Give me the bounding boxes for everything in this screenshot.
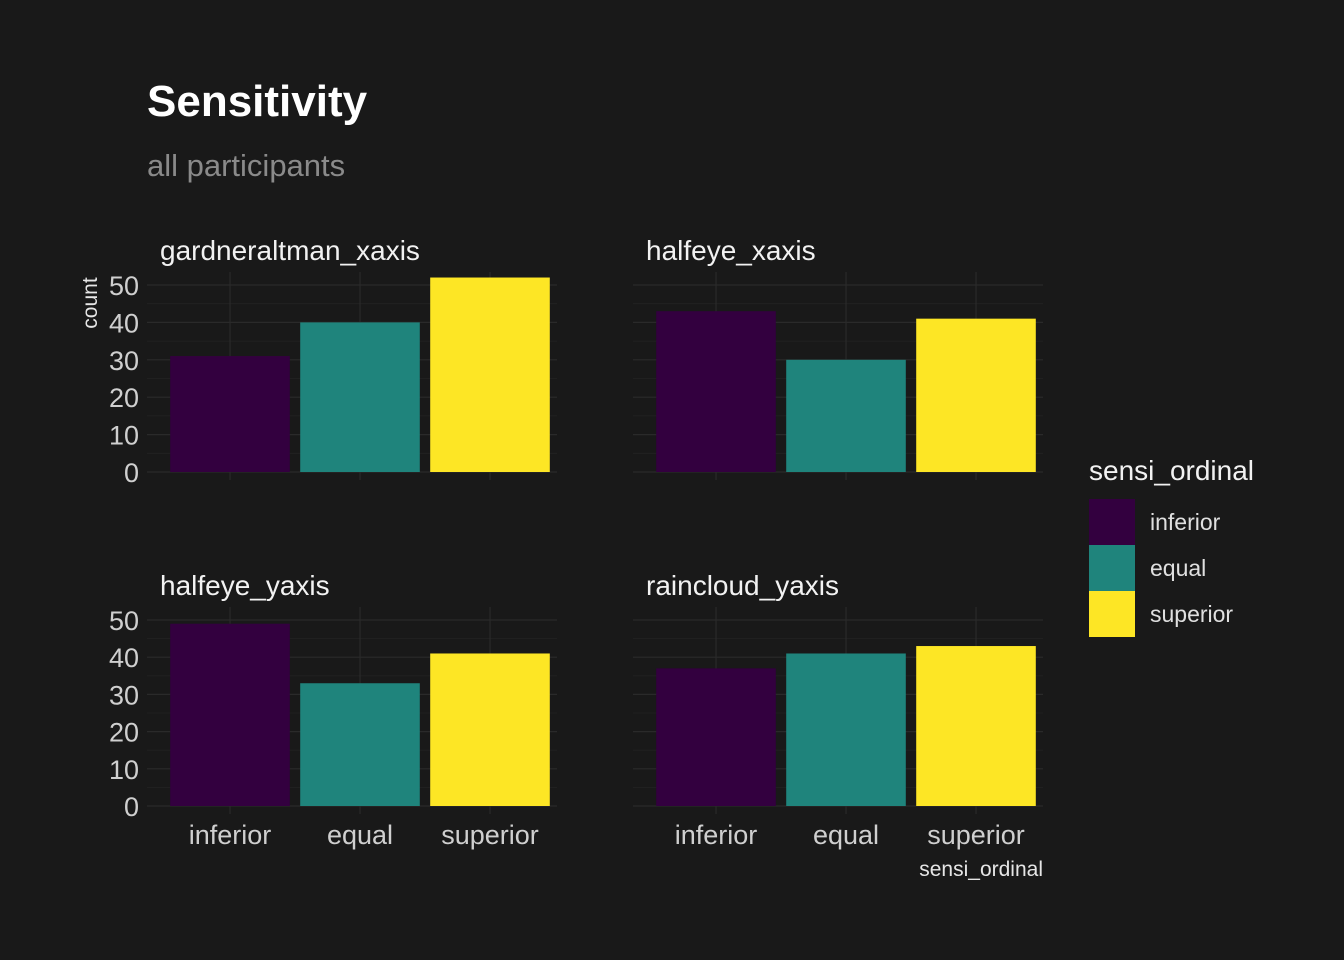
y-tick-label: 50 bbox=[109, 606, 139, 636]
x-tick-label: equal bbox=[327, 820, 393, 850]
legend-label: inferior bbox=[1150, 509, 1221, 535]
x-axis-title: sensi_ordinal bbox=[919, 858, 1043, 881]
bar-superior bbox=[430, 653, 550, 806]
y-tick-label: 30 bbox=[109, 346, 139, 376]
y-tick-label: 0 bbox=[124, 792, 139, 822]
bar-equal bbox=[786, 653, 906, 806]
bar-equal bbox=[300, 683, 420, 806]
legend-title: sensi_ordinal bbox=[1089, 455, 1254, 486]
facet-panel: halfeye_xaxis bbox=[633, 235, 1043, 480]
y-tick-label: 50 bbox=[109, 271, 139, 301]
bar-inferior bbox=[170, 623, 290, 806]
y-tick-label: 0 bbox=[124, 458, 139, 488]
x-tick-label: superior bbox=[441, 820, 539, 850]
facet-title: raincloud_yaxis bbox=[646, 570, 839, 601]
facet-panels: gardneraltman_xaxis 0 10 20 30 40 50 halfeye_xa… bbox=[109, 235, 1043, 850]
facet-title: halfeye_yaxis bbox=[160, 570, 330, 601]
facet-title: halfeye_xaxis bbox=[646, 235, 816, 266]
bar-superior bbox=[916, 646, 1036, 806]
facet-panel: gardneraltman_xaxis 0 10 20 30 40 50 bbox=[109, 235, 557, 488]
x-tick-label: inferior bbox=[675, 820, 758, 850]
bar-inferior bbox=[656, 311, 776, 472]
legend-key-inferior bbox=[1089, 499, 1135, 545]
y-axis-title: count bbox=[79, 277, 102, 329]
chart-subtitle: all participants bbox=[147, 148, 345, 183]
legend-key-equal bbox=[1089, 545, 1135, 591]
legend-label: equal bbox=[1150, 555, 1206, 581]
facet-panel: raincloud_yaxis inferior equal superior bbox=[633, 570, 1043, 850]
y-tick-label: 10 bbox=[109, 755, 139, 785]
bar-superior bbox=[916, 318, 1036, 472]
chart-title: Sensitivity bbox=[147, 77, 368, 126]
bar-inferior bbox=[170, 356, 290, 472]
bar-superior bbox=[430, 277, 550, 472]
y-tick-label: 20 bbox=[109, 718, 139, 748]
x-tick-label: equal bbox=[813, 820, 879, 850]
y-tick-label: 40 bbox=[109, 643, 139, 673]
facet-title: gardneraltman_xaxis bbox=[160, 235, 420, 266]
y-tick-label: 40 bbox=[109, 308, 139, 338]
y-tick-label: 30 bbox=[109, 680, 139, 710]
bar-equal bbox=[300, 322, 420, 472]
facet-panel: halfeye_yaxis 0 10 20 30 40 50 inferior equal sup… bbox=[109, 570, 557, 850]
y-tick-label: 20 bbox=[109, 383, 139, 413]
y-tick-label: 10 bbox=[109, 421, 139, 451]
legend-label: superior bbox=[1150, 601, 1233, 627]
x-tick-label: inferior bbox=[189, 820, 272, 850]
bar-inferior bbox=[656, 668, 776, 806]
x-tick-label: superior bbox=[927, 820, 1025, 850]
legend-key-superior bbox=[1089, 591, 1135, 637]
legend: sensi_ordinal inferior equal superior bbox=[1089, 455, 1254, 637]
bar-equal bbox=[786, 359, 906, 472]
